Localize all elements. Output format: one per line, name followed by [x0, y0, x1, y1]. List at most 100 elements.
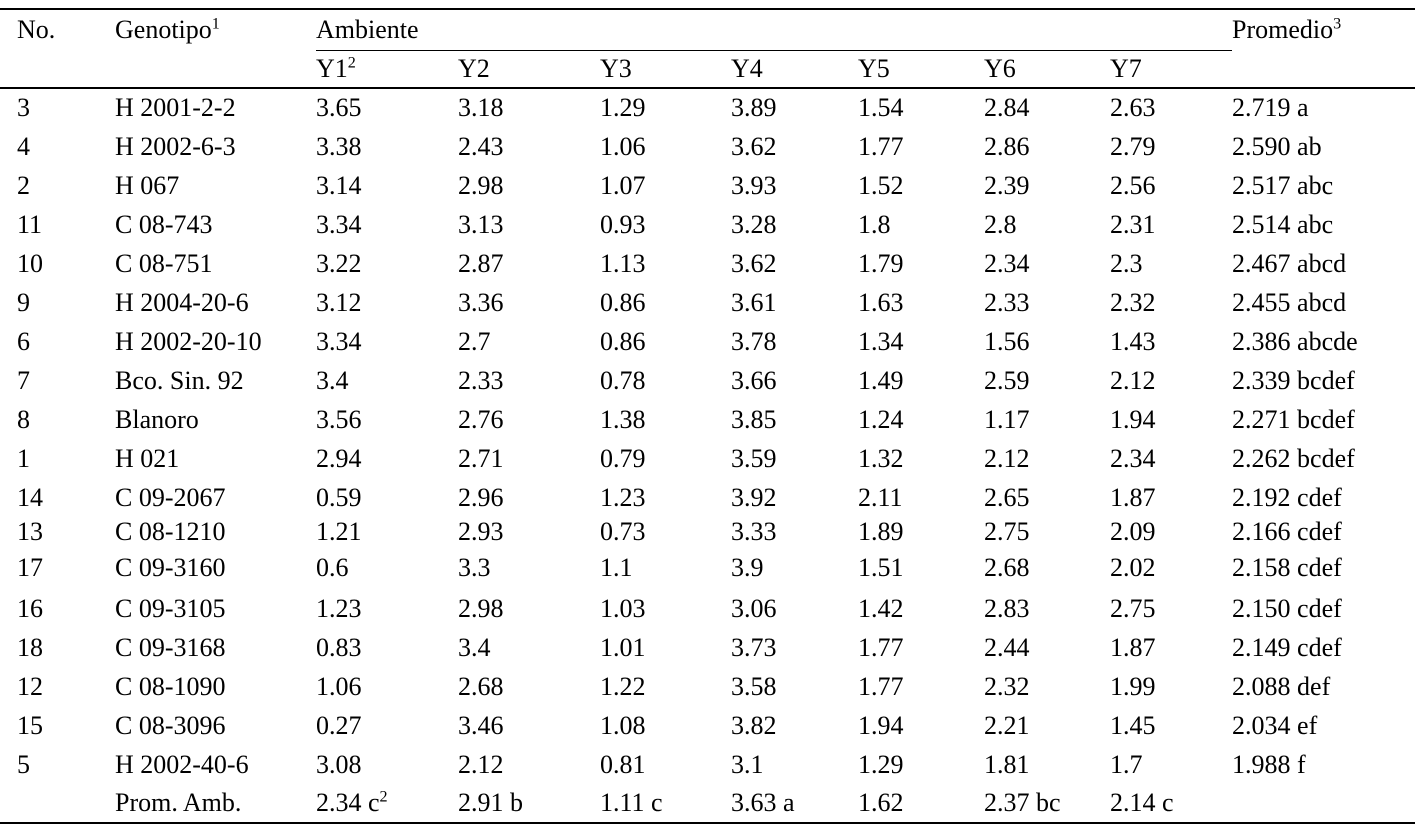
cell-y7: 2.14 c: [1110, 784, 1233, 824]
col-header-genotipo-label: Genotipo: [115, 15, 212, 44]
col-header-promedio-label: Promedio: [1232, 15, 1334, 44]
col-header-ambiente-label: Ambiente: [316, 15, 419, 44]
cell-y3: 1.06: [600, 131, 646, 161]
cell-genotipo: C 08-743: [115, 209, 213, 239]
cell-y5: 1.77: [858, 632, 904, 662]
cell-genotipo: H 2001-2-2: [115, 93, 236, 122]
cell-y6: 2.39: [984, 170, 1030, 200]
cell-y6: 2.12: [984, 443, 1030, 473]
cell-y5: 1.77: [858, 671, 904, 701]
cell-y1: 3.14: [316, 170, 362, 200]
cell-y7: 1.87: [1110, 632, 1156, 662]
table-row: 4 H 2002-6-3 3.38 2.43 1.06 3.62 1.77 2.86 2.79 2…: [0, 127, 1415, 166]
cell-promedio: 2.150 cdef: [1232, 593, 1342, 623]
table-row: 17 C 09-3160 0.6 3.3 1.1 3.9 1.51 2.68 2.02 2.158…: [0, 547, 1415, 589]
cell-genotipo: C 09-2067: [115, 482, 226, 512]
cell-genotipo: H 2002-20-10: [115, 326, 262, 356]
cell-y5: 1.77: [858, 131, 904, 161]
cell-y7: 1.94: [1110, 404, 1156, 434]
table-row: 9 H 2004-20-6 3.12 3.36 0.86 3.61 1.63 2.33 2.32…: [0, 283, 1415, 322]
cell-no: 10: [17, 248, 43, 278]
cell-y7: 1.87: [1110, 482, 1156, 512]
cell-no: 3: [17, 93, 30, 122]
cell-y2: 2.71: [458, 443, 504, 473]
cell-promedio: 2.339 bcdef: [1232, 365, 1355, 395]
cell-y4: 3.58: [731, 671, 777, 701]
cell-promedio: 2.034 ef: [1232, 710, 1318, 740]
cell-y6: 2.21: [984, 710, 1030, 740]
cell-y3: 0.81: [600, 749, 646, 779]
cell-y5: 1.52: [858, 170, 904, 200]
cell-y2: 2.96: [458, 482, 504, 512]
cell-y5: 1.32: [858, 443, 904, 473]
header-row-top: No. Genotipo1 Ambiente Promedio3: [0, 8, 1415, 89]
cell-y2: 2.7: [458, 326, 491, 356]
cell-y4: 3.1: [731, 749, 764, 779]
cell-genotipo: H 021: [115, 443, 180, 473]
cell-y4: 3.78: [731, 326, 777, 356]
cell-genotipo: C 08-1090: [115, 671, 226, 701]
col-header-y6: Y6: [984, 50, 1110, 89]
cell-y6: 1.56: [984, 326, 1030, 356]
col-header-y1: Y12: [316, 50, 458, 89]
results-table: No. Genotipo1 Ambiente Promedio3 Y12 Y2 …: [0, 8, 1415, 824]
cell-y4: 3.62: [731, 248, 777, 278]
cell-y7: 2.63: [1110, 93, 1156, 122]
col-header-genotipo: Genotipo1: [115, 8, 316, 89]
cell-y5: 1.34: [858, 326, 904, 356]
cell-y3: 1.08: [600, 710, 646, 740]
cell-y4: 3.06: [731, 593, 777, 623]
cell-y1: 1.21: [316, 517, 362, 546]
col-header-y2: Y2: [458, 50, 600, 89]
cell-genotipo: C 09-3168: [115, 632, 226, 662]
cell-promedio: 2.149 cdef: [1232, 632, 1342, 662]
cell-y2: 2.98: [458, 593, 504, 623]
cell-genotipo: Blanoro: [115, 404, 199, 434]
table-row: 1 H 021 2.94 2.71 0.79 3.59 1.32 2.12 2.34 2.262 …: [0, 439, 1415, 478]
cell-y3: 1.29: [600, 93, 646, 122]
cell-y3: 1.22: [600, 671, 646, 701]
cell-y3: 1.38: [600, 404, 646, 434]
footnote-marker-2: 2: [347, 54, 356, 72]
table-row: 2 H 067 3.14 2.98 1.07 3.93 1.52 2.39 2.56 2.517 …: [0, 166, 1415, 205]
cell-y1: 1.23: [316, 593, 362, 623]
cell-y7: 1.43: [1110, 326, 1156, 356]
cell-y3: 1.13: [600, 248, 646, 278]
cell-no: 11: [17, 209, 43, 239]
cell-y2: 2.98: [458, 170, 504, 200]
cell-y2: 3.3: [458, 553, 491, 582]
cell-y3: 0.79: [600, 443, 646, 473]
cell-y5: 1.8: [858, 209, 891, 239]
table-row: Prom. Amb. 2.34 c2 2.91 b 1.11 c 3.63 a 1.62 2…: [0, 784, 1415, 824]
cell-genotipo: Bco. Sin. 92: [115, 365, 244, 395]
cell-genotipo: C 09-3105: [115, 593, 226, 623]
cell-y6: 2.8: [984, 209, 1017, 239]
cell-y3: 1.23: [600, 482, 646, 512]
cell-promedio: 2.271 bcdef: [1232, 404, 1355, 434]
cell-y2: 2.12: [458, 749, 504, 779]
cell-y7: 2.31: [1110, 209, 1156, 239]
header-row-env: Y12 Y2 Y3 Y4 Y5 Y6 Y7: [0, 50, 1415, 89]
cell-y4: 3.62: [731, 131, 777, 161]
cell-y5: 2.11: [858, 482, 903, 512]
cell-y4: 3.9: [731, 553, 764, 582]
table-header: No. Genotipo1 Ambiente Promedio3 Y12 Y2 …: [0, 8, 1415, 89]
cell-y3: 0.93: [600, 209, 646, 239]
cell-y5: 1.54: [858, 93, 904, 122]
cell-genotipo: C 08-3096: [115, 710, 226, 740]
cell-y1: 3.22: [316, 248, 362, 278]
cell-y2: 3.46: [458, 710, 504, 740]
cell-y5: 1.51: [858, 553, 904, 582]
table-row: 15 C 08-3096 0.27 3.46 1.08 3.82 1.94 2.21 1.45 2…: [0, 706, 1415, 745]
cell-genotipo: H 2002-40-6: [115, 749, 249, 779]
cell-y1: 0.59: [316, 482, 362, 512]
cell-y3: 0.73: [600, 517, 646, 546]
col-header-no-label: No.: [17, 15, 56, 44]
cell-y6: 2.84: [984, 93, 1030, 122]
cell-y1: 3.38: [316, 131, 362, 161]
cell-y3: 0.86: [600, 287, 646, 317]
footnote-marker-value: 2: [379, 788, 388, 806]
cell-no: 5: [17, 749, 30, 779]
cell-y7: 2.75: [1110, 593, 1156, 623]
cell-y6: 2.34: [984, 248, 1030, 278]
